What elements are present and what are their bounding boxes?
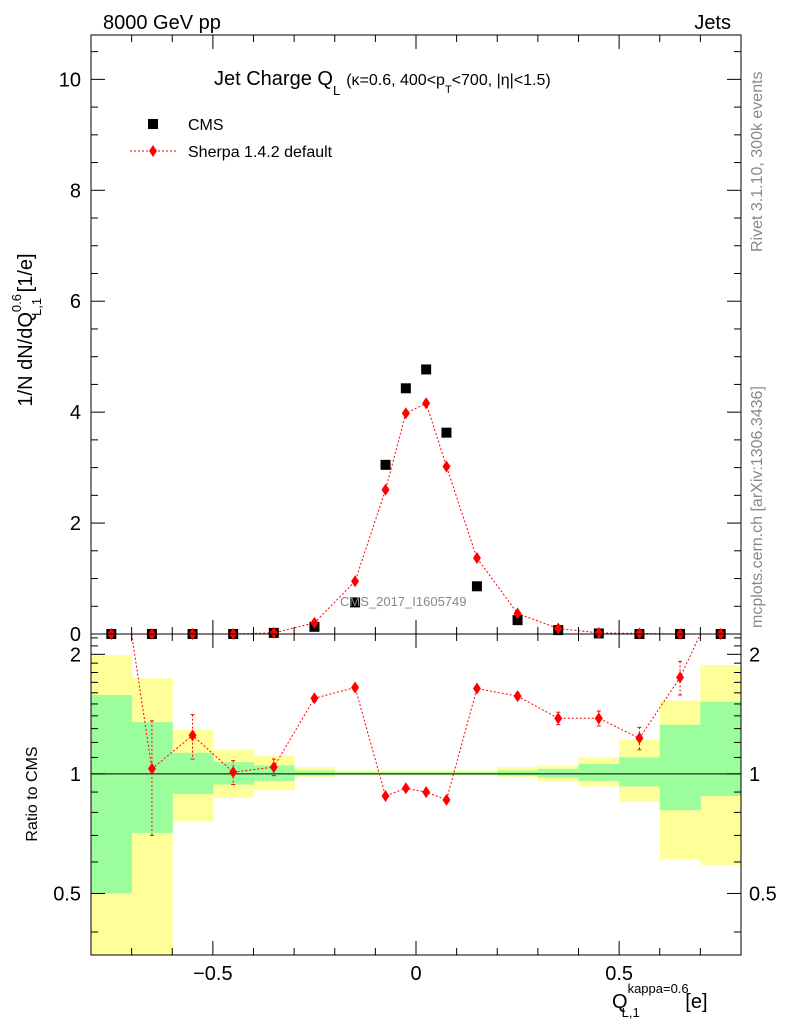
xlabel-post: [e]: [680, 991, 708, 1013]
band-1sigma: [294, 770, 336, 776]
sherpa-curve: [111, 402, 721, 635]
sherpa-point: [381, 483, 390, 496]
chart-title: Jet Charge QL (κ=0.6, 400<pT<700, |η|<1.5…: [214, 68, 551, 98]
main-ylabel: 1/N dN/dQ0.6 L,1 [1/e]: [9, 253, 44, 406]
ratio-point: [594, 712, 603, 725]
legend: CMS Sherpa 1.4.2 default: [130, 117, 333, 161]
main-ylabel-post: [1/e]: [15, 253, 37, 297]
ratio-point: [422, 786, 431, 799]
ratio-ytick-label: 0.5: [53, 883, 81, 905]
legend-cms-marker: [148, 119, 158, 129]
sherpa-point: [513, 607, 522, 620]
main-ylabel-sup: 0.6: [9, 294, 24, 312]
cms-point: [471, 581, 482, 592]
sherpa-point: [269, 626, 278, 639]
ratio-point: [381, 789, 390, 802]
xlabel-sub: L,1: [622, 1005, 640, 1020]
main-ytick-label: 10: [59, 69, 81, 91]
ratio-point: [269, 761, 278, 774]
sherpa-point: [472, 552, 481, 565]
ratio-point: [229, 766, 238, 779]
ratio-point: [442, 793, 451, 806]
ratio-ytick-label-right: 2: [749, 644, 760, 666]
ratio-point: [554, 712, 563, 725]
ratio-xlabel: Qkappa=0.6 L,1 [e]: [612, 981, 708, 1020]
cms-point: [400, 383, 411, 394]
cms-point: [380, 459, 391, 470]
band-1sigma: [578, 763, 620, 781]
ratio-point: [676, 671, 685, 684]
ratio-point: [147, 762, 156, 775]
legend-cms-label: CMS: [188, 117, 224, 134]
ratio-point: [188, 729, 197, 742]
legend-sherpa-marker: [149, 145, 157, 157]
main-ytick-label: 2: [70, 513, 81, 535]
sherpa-point: [635, 627, 644, 640]
band-1sigma: [700, 701, 742, 796]
rivet-label: Rivet 3.1.10, 300k events: [749, 71, 766, 252]
band-1sigma: [497, 770, 539, 776]
ratio-point: [310, 692, 319, 705]
main-ylabel-sub: L,1: [29, 298, 44, 316]
ratio-marks: [91, 633, 742, 955]
ratio-point: [635, 732, 644, 745]
title-main: Jet Charge Q: [214, 68, 333, 90]
sherpa-point: [422, 397, 431, 410]
main-ytick-label: 6: [70, 291, 81, 313]
analysis-watermark: CMS_2017_I1605749: [340, 594, 467, 609]
main-ytick-label: 8: [70, 180, 81, 202]
main-axes: 0 2 4 6 8 10: [59, 35, 742, 646]
ratio-ylabel: Ratio to CMS: [24, 746, 41, 841]
ratio-xtick-label: 0: [410, 963, 421, 985]
ratio-point: [401, 782, 410, 795]
cms-point: [441, 427, 452, 438]
legend-sherpa-label: Sherpa 1.4.2 default: [188, 144, 333, 161]
title-cond-pre: (κ=0.6, 400<p: [346, 72, 445, 89]
ratio-ytick-label: 1: [70, 764, 81, 786]
ratio-ytick-label: 2: [70, 644, 81, 666]
header-left: 8000 GeV pp: [103, 12, 221, 34]
ratio-ytick-label-right: 0.5: [749, 883, 777, 905]
band-1sigma: [537, 768, 579, 778]
title-cond-post: <700, |η|<1.5): [452, 72, 551, 89]
sherpa-point: [554, 622, 563, 635]
band-1sigma: [619, 757, 661, 787]
band-1sigma: [253, 765, 295, 781]
sherpa-point: [401, 407, 410, 420]
cms-point: [512, 615, 523, 626]
sherpa-point: [442, 460, 451, 473]
ratio-point: [351, 681, 360, 694]
band-1sigma: [91, 694, 133, 894]
band-1sigma: [659, 724, 701, 811]
main-ytick-label: 4: [70, 402, 81, 424]
sherpa-point: [351, 575, 360, 588]
xlabel-sup: kappa=0.6: [628, 981, 689, 996]
ratio-xtick-label: 0.5: [605, 963, 633, 985]
sherpa-point: [310, 616, 319, 629]
sherpa-point: [594, 626, 603, 639]
title-main-sub: L: [333, 83, 340, 98]
ratio-point: [472, 682, 481, 695]
mcplots-label: mcplots.cern.ch [arXiv:1306.3436]: [749, 386, 766, 628]
main-panel: 0 2 4 6 8 10 Jet Charge QL (κ=0.6, 400<pT<700,…: [9, 34, 742, 646]
ratio-ytick-label-right: 1: [749, 764, 760, 786]
cms-point: [350, 597, 361, 608]
xlabel-pre: Q: [612, 991, 628, 1013]
header-right: Jets: [694, 12, 731, 34]
ratio-panel: 0.5 0.5 1 1 2 2 −0.5 0 0.5 Ratio to CMS Qkappa=0…: [24, 633, 777, 1020]
main-ylabel-pre: 1/N dN/dQ: [15, 312, 37, 406]
ratio-xtick-label: −0.5: [193, 963, 232, 985]
title-cond-sub: T: [445, 84, 452, 96]
ratio-axes: 0.5 0.5 1 1 2 2 −0.5 0 0.5: [53, 634, 777, 985]
ratio-point: [513, 690, 522, 703]
main-ytick-label: 0: [70, 624, 81, 646]
cms-point: [421, 364, 432, 375]
